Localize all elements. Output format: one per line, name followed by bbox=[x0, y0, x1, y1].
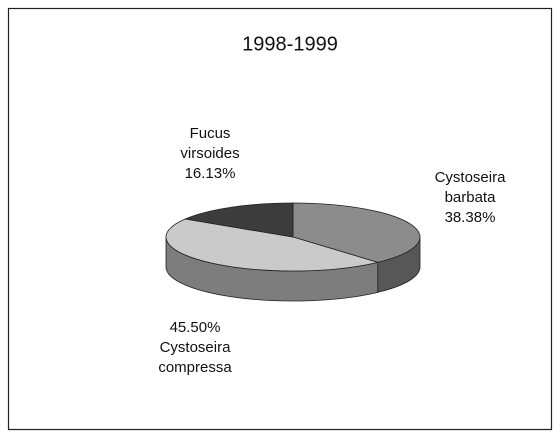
slice-top bbox=[183, 202, 294, 238]
slice-label: Cystoseira barbata 38.38% bbox=[400, 168, 540, 228]
slice-value: 16.13% bbox=[184, 165, 236, 182]
slice-top bbox=[165, 218, 380, 272]
slice-label: Fucus virsoides 16.13% bbox=[140, 124, 280, 184]
slice-top bbox=[292, 202, 421, 263]
slice-name: Fucus virsoides bbox=[180, 125, 240, 162]
slice-label: 45.50% Cystoseira compressa bbox=[125, 318, 265, 378]
pie-slice bbox=[183, 202, 294, 238]
slice-name: Cystoseira compressa bbox=[158, 339, 232, 376]
slice-value: 38.38% bbox=[444, 209, 496, 226]
slice-name: Cystoseira barbata bbox=[434, 169, 506, 206]
chart-title: 1998-1999 bbox=[242, 33, 338, 55]
slice-value: 45.50% bbox=[169, 319, 221, 336]
pie-slice bbox=[292, 202, 421, 293]
pie-slice bbox=[165, 218, 380, 302]
